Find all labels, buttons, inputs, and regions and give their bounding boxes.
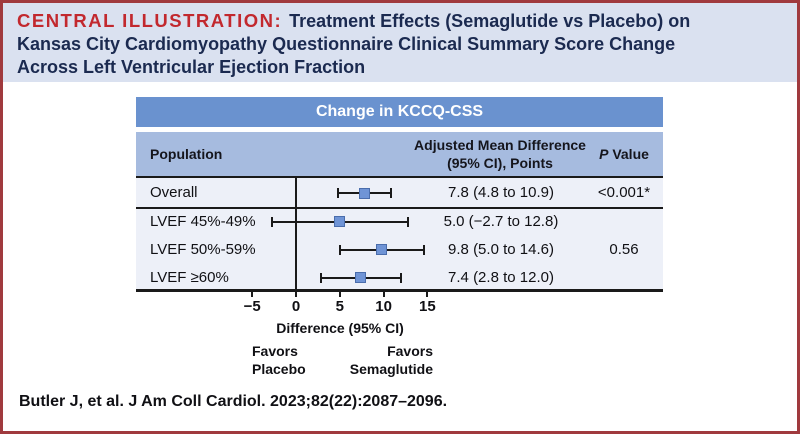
ci-marker xyxy=(355,272,367,283)
ci-marker xyxy=(358,187,370,199)
divider-under-header xyxy=(136,176,663,178)
figure-title-line-1: CENTRAL ILLUSTRATION: Treatment Effects (… xyxy=(17,9,783,33)
axis-tick-label: 5 xyxy=(335,298,344,315)
ci-cap-low xyxy=(338,244,341,255)
axis-tick xyxy=(382,292,385,297)
axis-tick-label: 15 xyxy=(419,298,436,315)
column-amd-line-2: (95% CI), Points xyxy=(447,155,553,171)
axis-tick xyxy=(426,292,429,297)
favors-right-line-1: Favors xyxy=(387,343,433,359)
axis-tick xyxy=(295,292,297,297)
forest-row-label: LVEF 50%-59% xyxy=(150,240,256,258)
value-text: 5.0 (−2.7 to 12.8) xyxy=(443,212,559,230)
value-text: 7.4 (2.8 to 12.0) xyxy=(448,268,554,286)
citation: Butler J, et al. J Am Coll Cardiol. 2023… xyxy=(19,393,448,410)
axis-tick xyxy=(338,292,341,297)
p-value-rest: Value xyxy=(608,146,649,162)
favors-left-line-1: Favors xyxy=(252,343,298,359)
table-body-background xyxy=(136,178,663,289)
axis-tick-label: 10 xyxy=(375,298,392,315)
ci-marker xyxy=(334,216,346,227)
ci-cap-high xyxy=(390,188,393,198)
ci-cap-low xyxy=(271,216,274,227)
value-text: 9.8 (5.0 to 14.6) xyxy=(448,240,554,258)
central-illustration-label: CENTRAL ILLUSTRATION: xyxy=(17,10,283,31)
ci-marker xyxy=(376,244,388,255)
axis-tick-label: 0 xyxy=(291,298,301,315)
favors-right-line-2: Semaglutide xyxy=(349,361,433,377)
value-text: 7.8 (4.8 to 10.9) xyxy=(448,184,554,201)
p-value: <0.001* xyxy=(597,184,651,201)
axis-tick-label: −5 xyxy=(243,298,261,315)
forest-row-label: LVEF ≥60% xyxy=(150,268,229,286)
ci-cap-low xyxy=(337,188,340,198)
ci-cap-high xyxy=(422,244,425,255)
forest-row-label: LVEF 45%-49% xyxy=(150,212,256,230)
forest-row-label: Overall xyxy=(150,184,198,201)
zero-reference-line xyxy=(295,178,297,289)
x-axis-label: Difference (95% CI) xyxy=(276,320,404,336)
ci-cap-high xyxy=(407,216,410,227)
table-title: Change in KCCQ-CSS xyxy=(136,97,663,127)
column-adjusted-mean-difference: Adjusted Mean Difference (95% CI), Point… xyxy=(400,136,600,172)
favors-placebo-label: Favors Placebo xyxy=(252,342,332,378)
p-value: 0.56 xyxy=(609,240,639,258)
column-amd-line-1: Adjusted Mean Difference xyxy=(414,137,586,153)
favors-semaglutide-label: Favors Semaglutide xyxy=(330,342,433,378)
x-axis-line xyxy=(136,289,663,292)
figure-title-line-3: Across Left Ventricular Ejection Fractio… xyxy=(17,57,366,77)
p-italic: P xyxy=(599,146,609,162)
ci-cap-low xyxy=(319,272,322,283)
table-column-header: Population Adjusted Mean Difference (95%… xyxy=(136,132,663,176)
column-p-value: P Value xyxy=(574,132,674,176)
column-population: Population xyxy=(150,146,223,162)
divider-under-overall-row xyxy=(136,207,663,209)
favors-left-line-2: Placebo xyxy=(252,361,306,377)
figure-title-line-2: Kansas City Cardiomyopathy Questionnaire… xyxy=(17,34,676,54)
figure-title-part-1: Treatment Effects (Semaglutide vs Placeb… xyxy=(289,11,691,31)
forest-plot: Overall 7.8 (4.8 to 10.9) <0.001* LVEF 45%-… xyxy=(3,3,797,431)
axis-tick xyxy=(251,292,254,297)
figure-header: CENTRAL ILLUSTRATION: Treatment Effects (… xyxy=(3,3,797,82)
ci-cap-high xyxy=(400,272,403,283)
